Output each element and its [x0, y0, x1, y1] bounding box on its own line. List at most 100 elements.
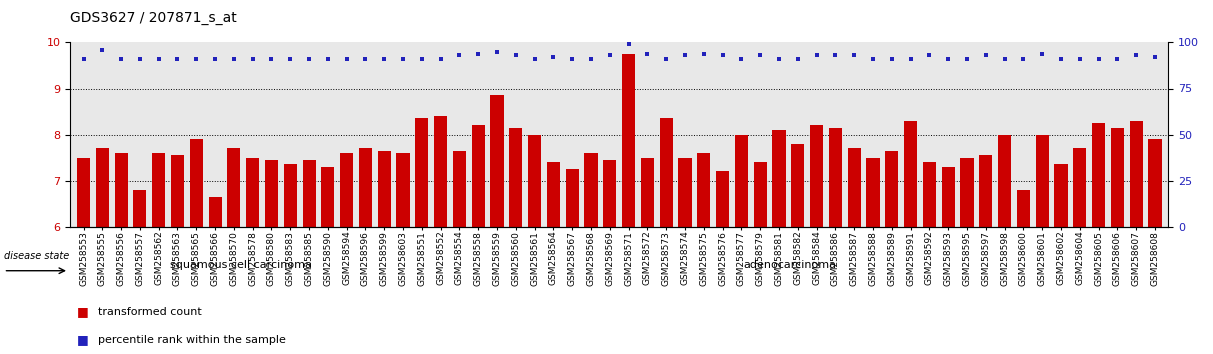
Point — [1032, 51, 1052, 56]
Point — [1127, 52, 1146, 58]
Point — [224, 56, 244, 62]
Bar — [735, 135, 748, 227]
Point — [919, 52, 939, 58]
Point — [488, 49, 507, 55]
Bar — [791, 144, 804, 227]
Point — [769, 56, 788, 62]
Bar — [1036, 135, 1049, 227]
Bar — [1111, 127, 1124, 227]
Text: ■: ■ — [76, 305, 89, 318]
Bar — [189, 139, 203, 227]
Bar — [547, 162, 560, 227]
Bar — [490, 96, 503, 227]
Point — [167, 56, 187, 62]
Bar — [603, 160, 616, 227]
Point — [149, 56, 169, 62]
Point — [976, 52, 996, 58]
Text: percentile rank within the sample: percentile rank within the sample — [98, 335, 286, 345]
Point — [957, 56, 976, 62]
Point — [901, 56, 921, 62]
Bar — [1092, 123, 1105, 227]
Point — [92, 47, 112, 53]
Bar — [753, 162, 767, 227]
Bar — [866, 158, 879, 227]
Point — [1014, 56, 1033, 62]
Point — [412, 56, 432, 62]
Point — [995, 56, 1014, 62]
Bar — [678, 158, 691, 227]
Text: ■: ■ — [76, 333, 89, 346]
Point — [676, 52, 695, 58]
Text: adenocarcinoma: adenocarcinoma — [744, 259, 836, 270]
Point — [581, 56, 600, 62]
Point — [375, 56, 394, 62]
Point — [1145, 55, 1164, 60]
Bar — [1074, 148, 1087, 227]
Point — [280, 56, 300, 62]
Point — [713, 52, 733, 58]
Point — [656, 56, 676, 62]
Point — [1070, 56, 1089, 62]
Point — [300, 56, 319, 62]
Bar — [941, 167, 955, 227]
Point — [355, 56, 375, 62]
Bar — [660, 118, 673, 227]
Bar — [979, 155, 992, 227]
Bar — [377, 151, 391, 227]
Point — [393, 56, 412, 62]
Point — [1052, 56, 1071, 62]
Point — [468, 51, 488, 56]
Point — [638, 51, 657, 56]
Point — [844, 52, 864, 58]
Bar — [415, 118, 428, 227]
Bar — [340, 153, 353, 227]
Point — [751, 52, 770, 58]
Bar — [321, 167, 335, 227]
Bar — [828, 127, 842, 227]
Bar — [76, 158, 90, 227]
Point — [731, 56, 751, 62]
Bar — [848, 148, 861, 227]
Bar — [472, 125, 485, 227]
Bar — [923, 162, 936, 227]
Bar — [961, 158, 974, 227]
Bar — [810, 125, 824, 227]
Point — [807, 52, 826, 58]
Text: disease state: disease state — [4, 251, 69, 261]
Bar — [773, 130, 786, 227]
Bar — [114, 153, 127, 227]
Bar — [585, 153, 598, 227]
Point — [525, 56, 545, 62]
Bar — [434, 116, 448, 227]
Point — [1089, 56, 1109, 62]
Bar — [227, 148, 240, 227]
Bar — [716, 171, 729, 227]
Point — [318, 56, 337, 62]
Point — [939, 56, 958, 62]
Point — [694, 51, 713, 56]
Bar — [565, 169, 579, 227]
Bar — [96, 148, 109, 227]
Point — [262, 56, 281, 62]
Bar — [622, 54, 636, 227]
Point — [450, 52, 469, 58]
Bar — [152, 153, 165, 227]
Text: squamous cell carcinoma: squamous cell carcinoma — [170, 259, 312, 270]
Point — [600, 52, 620, 58]
Bar — [885, 151, 899, 227]
Point — [1107, 56, 1127, 62]
Bar — [1054, 164, 1067, 227]
Point — [864, 56, 883, 62]
Point — [826, 52, 845, 58]
Bar — [284, 164, 297, 227]
Bar — [264, 160, 278, 227]
Bar — [302, 160, 315, 227]
Point — [543, 55, 563, 60]
Point — [205, 56, 224, 62]
Bar — [528, 135, 541, 227]
Point — [788, 56, 808, 62]
Bar — [1149, 139, 1162, 227]
Bar — [246, 158, 260, 227]
Bar — [1129, 121, 1143, 227]
Point — [187, 56, 206, 62]
